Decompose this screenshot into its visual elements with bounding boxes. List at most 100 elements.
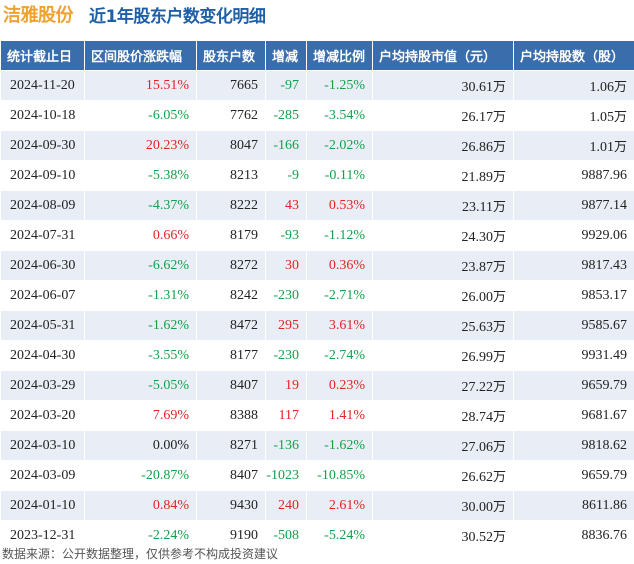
cell-price-change: -6.05% [84, 100, 197, 131]
cell-avg-value-unit: 万 [492, 259, 506, 275]
cell-change: 43 [265, 190, 307, 221]
cell-avg-value-unit: 万 [492, 409, 506, 425]
cell-price-change-value: -5.38% [148, 167, 189, 183]
cell-price-change-value: -1.62% [148, 317, 189, 333]
cell-price-change-value: -4.37% [148, 197, 189, 213]
table-row: 2024-08-09 -4.37% 8222 43 0.53% 23.11万 9877.14 [0, 190, 634, 221]
cell-date: 2024-04-30 [0, 340, 85, 371]
company-name: 洁雅股份 [3, 5, 74, 26]
cell-date-value: 2024-09-10 [10, 167, 76, 183]
cell-holders-value: 8177 [230, 347, 258, 363]
cell-holders-value: 8407 [230, 377, 258, 393]
cell-change-ratio-value: 2.61% [328, 497, 365, 513]
cell-date: 2024-07-31 [0, 220, 85, 251]
cell-change-value: -136 [273, 437, 299, 453]
cell-change: -230 [265, 280, 307, 311]
cell-avg-shares: 9818.62 [513, 430, 634, 461]
cell-avg-shares-value: 9659.79 [581, 467, 628, 483]
cell-price-change: 0.84% [84, 490, 197, 521]
cell-avg-value-unit: 万 [492, 229, 506, 245]
cell-holders-value: 8388 [230, 407, 258, 423]
cell-price-change: -1.31% [84, 280, 197, 311]
cell-change-ratio: 3.61% [306, 310, 373, 341]
cell-change-ratio-value: -2.71% [324, 287, 365, 303]
cell-avg-shares: 1.05万 [513, 100, 634, 131]
cell-price-change: 0.66% [84, 220, 197, 251]
table-row: 2024-03-09 -20.87% 8407 -1023 -10.85% 26.62万 9… [0, 460, 634, 491]
cell-change: -97 [265, 70, 307, 101]
cell-date: 2024-03-20 [0, 400, 85, 431]
cell-change-ratio: -2.74% [306, 340, 373, 371]
column-header-holders: 股东户数 [196, 40, 266, 71]
cell-change: 240 [265, 490, 307, 521]
cell-avg-value-value: 30.52 [461, 529, 493, 545]
cell-change-value: 19 [285, 377, 299, 393]
cell-date: 2024-08-09 [0, 190, 85, 221]
cell-change-ratio-value: -5.24% [324, 527, 365, 543]
cell-change-value: -285 [273, 107, 299, 123]
table-row: 2024-03-29 -5.05% 8407 19 0.23% 27.22万 9659.79 [0, 370, 634, 401]
table-row: 2024-03-10 0.00% 8271 -136 -1.62% 27.06万 9818.… [0, 430, 634, 461]
cell-date-value: 2024-03-20 [10, 407, 76, 423]
cell-avg-value-unit: 万 [492, 469, 506, 485]
cell-date-value: 2024-03-09 [10, 467, 76, 483]
cell-change-ratio-value: -3.54% [324, 107, 365, 123]
table-row: 2024-09-30 20.23% 8047 -166 -2.02% 26.86万 1.01… [0, 130, 634, 161]
cell-change-ratio: -10.85% [306, 460, 373, 491]
cell-avg-value-unit: 万 [492, 499, 506, 515]
cell-change: -285 [265, 100, 307, 131]
cell-date: 2024-01-10 [0, 490, 85, 521]
table-header-row: 统计截止日 区间股价涨跌幅 股东户数 增减 增减比例 户均持股市值（元） 户均持… [0, 40, 634, 71]
cell-avg-shares-value: 9585.67 [581, 317, 628, 333]
cell-holders: 8407 [196, 460, 266, 491]
cell-change: -93 [265, 220, 307, 251]
cell-date: 2024-03-09 [0, 460, 85, 491]
cell-avg-value: 27.06万 [372, 430, 514, 461]
cell-holders: 8222 [196, 190, 266, 221]
cell-change-ratio: -1.12% [306, 220, 373, 251]
cell-avg-value-value: 27.06 [461, 439, 493, 455]
cell-change-ratio: -3.54% [306, 100, 373, 131]
cell-avg-value: 26.86万 [372, 130, 514, 161]
cell-avg-value: 23.87万 [372, 250, 514, 281]
cell-avg-value-unit: 万 [492, 379, 506, 395]
cell-price-change: -20.87% [84, 460, 197, 491]
cell-change-ratio: 0.23% [306, 370, 373, 401]
table-row: 2024-10-18 -6.05% 7762 -285 -3.54% 26.17万 1.05… [0, 100, 634, 131]
cell-change-ratio-value: -10.85% [317, 467, 365, 483]
cell-change: -230 [265, 340, 307, 371]
cell-change-value: 117 [278, 407, 299, 423]
cell-date-value: 2024-04-30 [10, 347, 76, 363]
cell-holders-value: 8407 [230, 467, 258, 483]
table-row: 2024-05-31 -1.62% 8472 295 3.61% 25.63万 9585.6… [0, 310, 634, 341]
cell-date: 2024-11-20 [0, 70, 85, 101]
cell-avg-value: 23.11万 [372, 190, 514, 221]
cell-avg-shares-value: 8611.86 [582, 497, 627, 513]
cell-change: 117 [265, 400, 307, 431]
page-title: 洁雅股份 近1年股东户数变化明细 [0, 0, 634, 28]
table-row: 2024-04-30 -3.55% 8177 -230 -2.74% 26.99万 9931… [0, 340, 634, 371]
column-header-price-change: 区间股价涨跌幅 [84, 40, 197, 71]
cell-holders-value: 8213 [230, 167, 258, 183]
cell-holders: 9190 [196, 520, 266, 551]
cell-avg-value: 21.89万 [372, 160, 514, 191]
shareholder-table: 统计截止日 区间股价涨跌幅 股东户数 增减 增减比例 户均持股市值（元） 户均持… [0, 40, 634, 551]
cell-change-value: -97 [280, 77, 299, 93]
cell-avg-shares-value: 1.06 [589, 79, 614, 95]
table-subtitle: 近1年股东户数变化明细 [89, 6, 266, 27]
cell-holders-value: 9430 [230, 497, 258, 513]
cell-avg-value-unit: 万 [492, 439, 506, 455]
cell-avg-shares: 9659.79 [513, 460, 634, 491]
cell-change-ratio-value: 0.23% [328, 377, 365, 393]
cell-change: -1023 [265, 460, 307, 491]
cell-avg-value: 30.52万 [372, 520, 514, 551]
cell-avg-shares-value: 8836.76 [581, 527, 628, 543]
cell-holders: 7762 [196, 100, 266, 131]
cell-change-ratio: -2.02% [306, 130, 373, 161]
cell-date-value: 2024-09-30 [10, 137, 76, 153]
cell-price-change-value: -20.87% [141, 467, 189, 483]
cell-avg-value: 26.00万 [372, 280, 514, 311]
cell-holders: 8407 [196, 370, 266, 401]
cell-avg-shares: 8611.86 [513, 490, 634, 521]
cell-change-ratio-value: -1.25% [324, 77, 365, 93]
